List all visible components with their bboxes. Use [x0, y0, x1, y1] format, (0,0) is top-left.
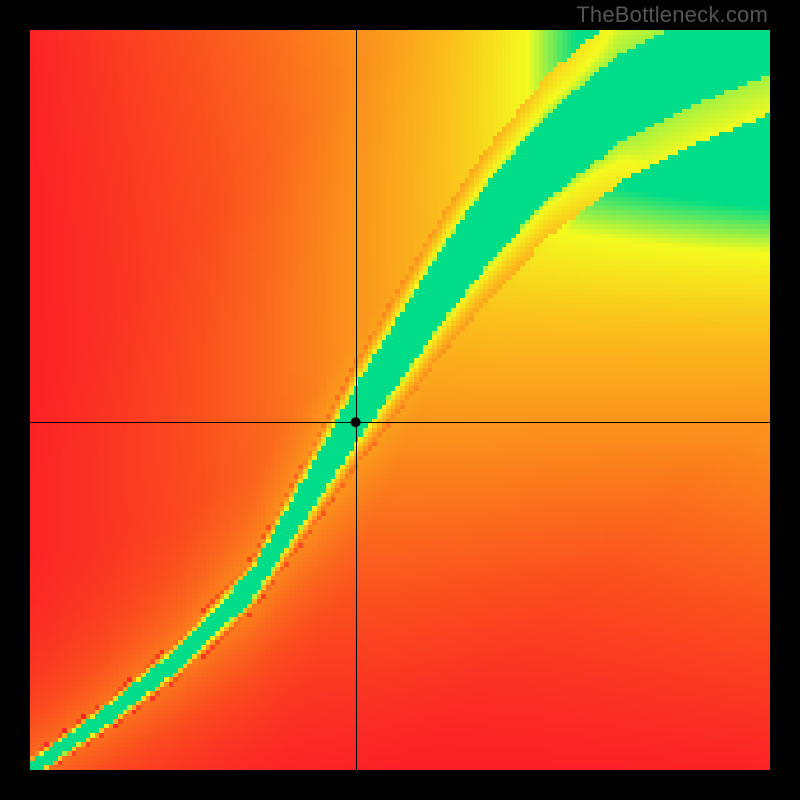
- heatmap-canvas: [0, 0, 800, 800]
- bottleneck-chart: TheBottleneck.com: [0, 0, 800, 800]
- watermark-label: TheBottleneck.com: [576, 2, 768, 28]
